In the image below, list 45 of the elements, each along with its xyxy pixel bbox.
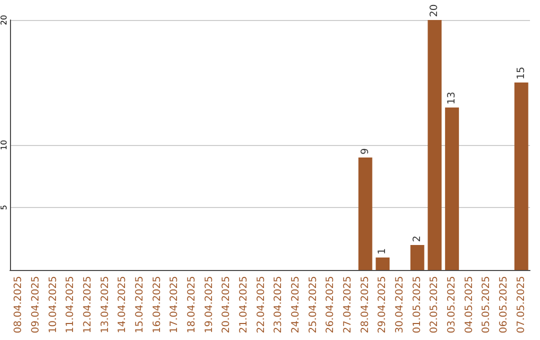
data-label: 13 — [446, 92, 458, 104]
x-tick-label: 03.05.2025 — [446, 276, 458, 334]
x-tick-label: 29.04.2025 — [377, 276, 388, 334]
data-label: 20 — [429, 4, 440, 17]
y-tick-label: 5 — [0, 204, 8, 210]
x-tick-label: 17.04.2025 — [169, 276, 180, 334]
x-tick-label: 12.04.2025 — [82, 276, 94, 334]
x-tick-label: 24.04.2025 — [290, 276, 302, 334]
x-tick-label: 06.05.2025 — [498, 276, 510, 334]
data-label: 2 — [412, 236, 423, 242]
y-tick-label: 10 — [0, 140, 8, 150]
x-tick-label: 20.04.2025 — [221, 276, 232, 334]
x-tick-label: 28.04.2025 — [360, 276, 371, 334]
x-tick-label: 23.04.2025 — [273, 276, 284, 334]
bar — [445, 108, 459, 270]
bar — [514, 82, 528, 270]
x-tick-label: 01.05.2025 — [412, 276, 423, 334]
x-tick-label: 09.04.2025 — [30, 276, 42, 334]
bar — [358, 158, 372, 270]
x-tick-label: 21.04.2025 — [238, 276, 250, 334]
x-tick-label: 13.04.2025 — [100, 276, 111, 334]
bar — [410, 245, 424, 270]
x-tick-label: 19.04.2025 — [204, 276, 215, 334]
y-tick-label: 20 — [0, 14, 8, 26]
x-tick-label: 27.04.2025 — [342, 276, 354, 334]
x-tick-label: 30.04.2025 — [394, 276, 406, 334]
bar — [428, 20, 442, 270]
data-label: 1 — [377, 248, 388, 254]
x-tick-label: 15.04.2025 — [134, 276, 146, 334]
x-tick-label: 10.04.2025 — [48, 276, 59, 334]
data-label: 15 — [516, 66, 527, 80]
x-tick-label: 22.04.2025 — [256, 276, 267, 334]
x-tick-label: 14.04.2025 — [117, 276, 128, 334]
x-tick-label: 08.04.2025 — [13, 276, 24, 334]
bar — [376, 258, 390, 270]
x-tick-label: 02.05.2025 — [429, 276, 440, 334]
x-tick-label: 04.05.2025 — [464, 276, 475, 334]
x-tick-label: 07.05.2025 — [516, 276, 527, 334]
x-tick-label: 05.05.2025 — [481, 276, 492, 334]
x-tick-label: 18.04.2025 — [186, 276, 198, 334]
x-tick-label: 26.04.2025 — [325, 276, 336, 334]
x-tick-label: 11.04.2025 — [65, 276, 76, 334]
x-tick-label: 16.04.2025 — [152, 276, 163, 334]
x-tick-label: 25.04.2025 — [308, 276, 319, 334]
data-label: 9 — [360, 148, 371, 154]
